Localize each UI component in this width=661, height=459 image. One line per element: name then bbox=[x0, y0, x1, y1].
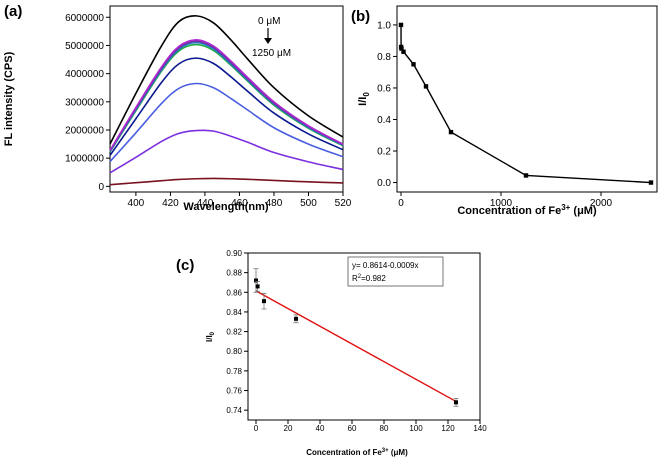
spectrum-8 bbox=[109, 129, 344, 174]
data-point bbox=[523, 173, 529, 178]
spectrum-1 bbox=[109, 15, 344, 145]
panel-c-x-ticks: 0 20 40 60 80 100 120 140 bbox=[254, 420, 487, 433]
b-y-tick-label: 1.0 bbox=[377, 20, 391, 31]
panel-a-frame bbox=[109, 5, 344, 193]
c-x-tick-label: 120 bbox=[441, 424, 455, 433]
c-y-tick-label: 0.80 bbox=[226, 347, 242, 356]
data-point bbox=[294, 316, 298, 321]
a-x-tick-label: 480 bbox=[266, 198, 283, 209]
legend-equation: y= 0.8614-0.0009x bbox=[352, 261, 419, 270]
fit-line bbox=[255, 290, 457, 403]
panel-a-annotation-top: 0 μM bbox=[258, 16, 280, 27]
panel-b: (b) 0 1000 2000 0.0 0.2 0.4 0.6 0.8 1.0 Concent… bbox=[351, 5, 658, 217]
data-point bbox=[411, 62, 416, 67]
a-x-tick-label: 400 bbox=[128, 198, 145, 209]
panel-a-label: (a) bbox=[4, 3, 22, 20]
legend-box bbox=[347, 256, 444, 287]
a-y-tick-label: 1000000 bbox=[65, 154, 104, 165]
c-y-tick-label: 0.88 bbox=[226, 269, 242, 278]
data-point bbox=[448, 129, 454, 135]
panel-c-fit bbox=[255, 290, 457, 403]
c-y-tick-label: 0.90 bbox=[226, 249, 242, 258]
c-y-tick-label: 0.84 bbox=[226, 308, 242, 317]
b-y-tick-label: 0.0 bbox=[377, 178, 391, 189]
b-y-tick-label: 0.4 bbox=[377, 115, 391, 126]
b-x-tick-label: 0 bbox=[398, 198, 404, 209]
panel-b-x-ticks: 0 1000 2000 bbox=[398, 192, 613, 209]
c-y-tick-label: 0.82 bbox=[226, 328, 242, 337]
panel-c-legend: y= 0.8614-0.0009x R2=0.982 bbox=[347, 256, 444, 287]
a-y-tick-label: 0 bbox=[98, 182, 104, 193]
panel-c-y-axis-title: I/I0 bbox=[205, 331, 216, 342]
spectrum-9 bbox=[109, 177, 344, 186]
c-x-tick-label: 60 bbox=[348, 424, 357, 433]
b-x-tick-label: 1000 bbox=[490, 198, 513, 209]
panel-a-arrow bbox=[264, 28, 272, 44]
panel-c-x-axis-title: Concentration of Fe3+ (μM) bbox=[306, 448, 408, 457]
data-point bbox=[398, 22, 404, 28]
panel-b-y-axis-title: I/I0 bbox=[357, 92, 371, 106]
panel-a-y-axis-title: FL intensity (CPS) bbox=[3, 51, 15, 146]
c-y-tick-label: 0.86 bbox=[226, 288, 242, 297]
a-y-tick-label: 6000000 bbox=[65, 13, 104, 24]
spectrum-6 bbox=[109, 57, 344, 156]
c-y-tick-label: 0.74 bbox=[226, 406, 242, 415]
data-point bbox=[423, 84, 429, 89]
a-y-tick-label: 3000000 bbox=[65, 97, 104, 108]
panel-a-x-ticks: 400 420 440 460 480 500 520 bbox=[128, 192, 352, 209]
quench-line bbox=[400, 24, 652, 184]
panel-a: (a) 400 420 440 460 480 500 520 0 1000000 200000… bbox=[3, 3, 352, 213]
c-y-tick-label: 0.76 bbox=[226, 387, 242, 396]
data-point bbox=[648, 180, 654, 185]
spectrum-7 bbox=[109, 82, 344, 163]
data-point bbox=[255, 284, 260, 289]
panel-c-series bbox=[253, 268, 459, 407]
data-point bbox=[401, 49, 406, 54]
data-point bbox=[254, 278, 258, 283]
legend-r2: R2=0.982 bbox=[352, 274, 386, 283]
spectrum-2 bbox=[109, 39, 344, 151]
panel-c-y-ticks: 0.74 0.76 0.78 0.80 0.82 0.84 0.86 0.88 0.90 bbox=[226, 249, 248, 415]
a-y-tick-label: 4000000 bbox=[65, 69, 104, 80]
panel-a-x-axis-title: Wavelength(nm) bbox=[183, 201, 268, 213]
c-x-tick-label: 20 bbox=[284, 424, 293, 433]
data-point bbox=[399, 46, 404, 51]
panel-c-label: (c) bbox=[176, 257, 194, 274]
c-x-tick-label: 40 bbox=[316, 424, 325, 433]
panel-a-annotation-bottom: 1250 μM bbox=[252, 48, 291, 59]
c-x-tick-label: 100 bbox=[409, 424, 423, 433]
panel-b-frame bbox=[396, 5, 658, 193]
a-y-tick-label: 2000000 bbox=[65, 126, 104, 137]
a-x-tick-label: 500 bbox=[300, 198, 317, 209]
panel-a-series bbox=[109, 15, 344, 186]
b-y-tick-label: 0.8 bbox=[377, 52, 391, 63]
c-y-tick-label: 0.78 bbox=[226, 367, 242, 376]
a-x-tick-label: 440 bbox=[197, 198, 214, 209]
data-point bbox=[454, 400, 458, 405]
b-y-tick-label: 0.6 bbox=[377, 83, 391, 94]
c-x-tick-label: 140 bbox=[473, 424, 487, 433]
panel-b-label: (b) bbox=[351, 8, 370, 25]
panel-b-y-ticks: 0.0 0.2 0.4 0.6 0.8 1.0 bbox=[377, 20, 397, 189]
c-x-tick-label: 0 bbox=[254, 424, 259, 433]
c-x-tick-label: 80 bbox=[380, 424, 389, 433]
arrow-down-icon bbox=[264, 38, 272, 44]
a-x-tick-label: 460 bbox=[231, 198, 248, 209]
a-x-tick-label: 520 bbox=[335, 198, 352, 209]
panel-c: (c) 0 20 40 60 80 100 120 140 0.740.760.780.800… bbox=[176, 249, 487, 457]
panel-b-x-axis-title: Concentration of Fe3+ (μM) bbox=[457, 203, 597, 217]
b-x-tick-label: 2000 bbox=[590, 198, 613, 209]
panel-b-series bbox=[398, 22, 654, 185]
panel-c-frame bbox=[247, 252, 481, 421]
b-y-tick-label: 0.2 bbox=[377, 147, 391, 158]
a-y-tick-label: 5000000 bbox=[65, 41, 104, 52]
a-x-tick-label: 420 bbox=[162, 198, 179, 209]
data-point bbox=[262, 299, 266, 304]
panel-a-y-ticks: 0 1000000 2000000 3000000 4000000 5000000 6000… bbox=[65, 13, 110, 193]
